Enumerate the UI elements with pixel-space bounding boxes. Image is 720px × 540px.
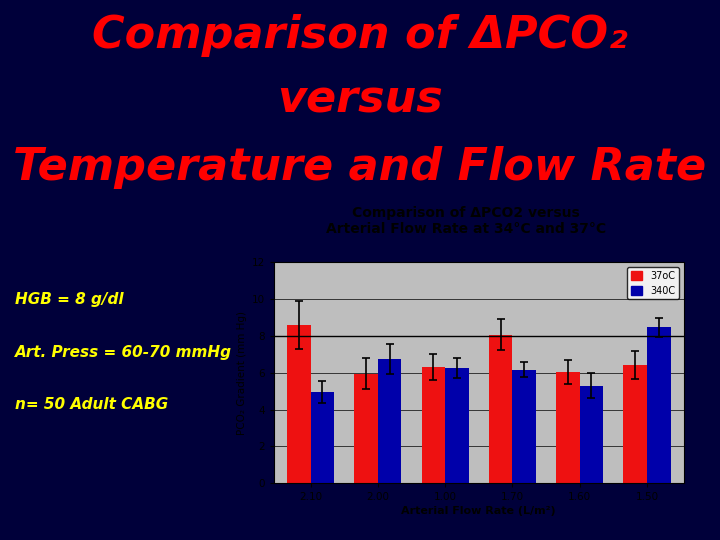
- Bar: [580, 386, 603, 483]
- Bar: [378, 359, 402, 483]
- X-axis label: Arterial Flow Rate (L/m²): Arterial Flow Rate (L/m²): [402, 507, 556, 516]
- Text: HGB = 8 g/dl: HGB = 8 g/dl: [15, 292, 124, 307]
- Y-axis label: PCO₂ Gradient (mm Hg): PCO₂ Gradient (mm Hg): [237, 310, 247, 435]
- Bar: [422, 367, 445, 483]
- Text: versus: versus: [277, 78, 443, 122]
- Bar: [445, 368, 469, 483]
- Bar: [310, 392, 334, 483]
- Legend: 37oC, 340C: 37oC, 340C: [627, 267, 679, 299]
- Bar: [624, 365, 647, 483]
- Bar: [489, 335, 513, 483]
- Bar: [647, 327, 670, 483]
- Bar: [287, 325, 310, 483]
- Text: Art. Press = 60-70 mmHg: Art. Press = 60-70 mmHg: [15, 345, 232, 360]
- Bar: [556, 372, 580, 483]
- Text: Comparison of ΔPCO2 versus
Arterial Flow Rate at 34°C and 37°C: Comparison of ΔPCO2 versus Arterial Flow…: [326, 206, 606, 236]
- Text: Comparison of ΔPCO₂: Comparison of ΔPCO₂: [92, 15, 628, 57]
- Bar: [354, 374, 378, 483]
- Bar: [513, 370, 536, 483]
- Text: Temperature and Flow Rate: Temperature and Flow Rate: [14, 146, 706, 190]
- Text: n= 50 Adult CABG: n= 50 Adult CABG: [15, 397, 168, 413]
